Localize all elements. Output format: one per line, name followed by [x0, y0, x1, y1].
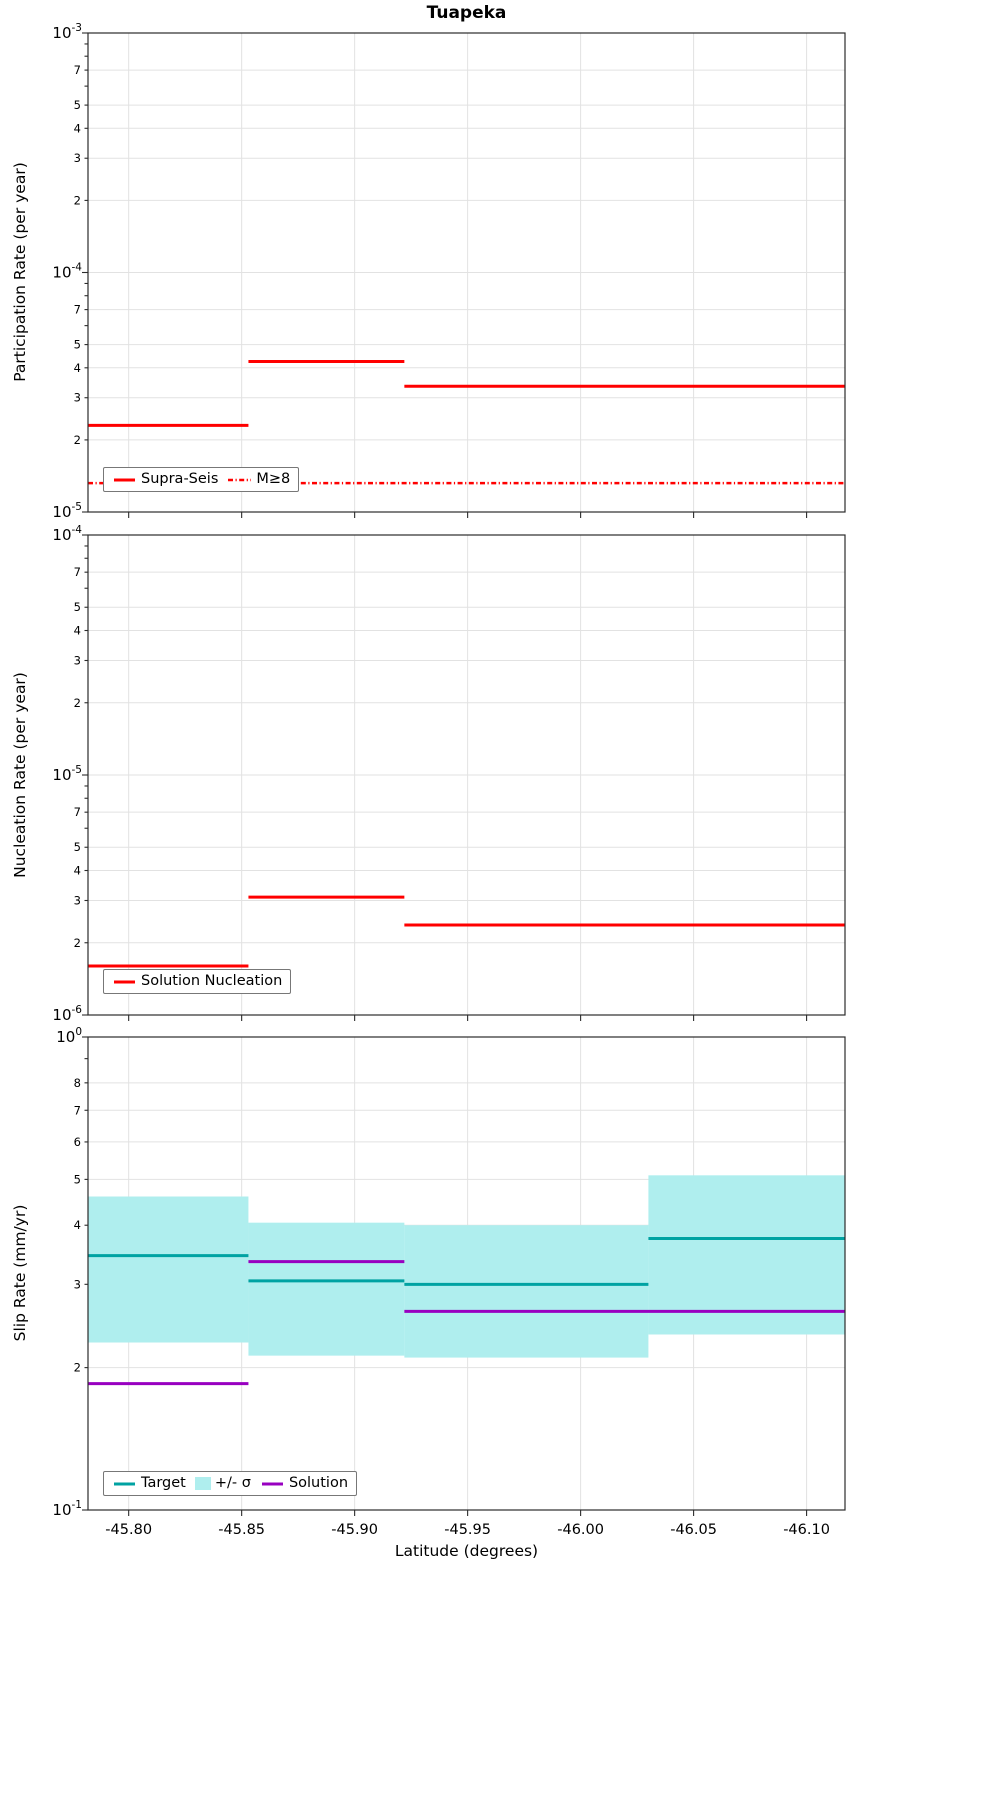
y-minor-tick-label: 7 [74, 303, 81, 317]
legend-item-m8: M≥8 [227, 471, 290, 488]
y-minor-tick-label: 7 [74, 63, 81, 77]
y-minor-tick-label: 5 [74, 98, 81, 112]
x-tick-label: -46.00 [557, 1522, 604, 1538]
y-minor-tick-label: 8 [74, 1076, 81, 1090]
ylabel-participation: Participation Rate (per year) [11, 162, 29, 382]
legend-item-solution-nucleation: Solution Nucleation [112, 973, 282, 990]
y-minor-tick-label: 3 [74, 1277, 81, 1291]
y-major-tick-label: 10-5 [52, 501, 82, 521]
band-segment [88, 1196, 249, 1343]
y-minor-tick-label: 5 [74, 338, 81, 352]
axes-spine [87, 1036, 846, 1511]
legend-slip: Target +/- σ Solution [103, 1471, 358, 1496]
y-minor-tick-label: 2 [74, 193, 81, 207]
y-major-tick-label: 10-6 [52, 1004, 82, 1024]
y-minor-tick-label: 6 [74, 1135, 81, 1149]
legend-label: M≥8 [256, 471, 291, 487]
panel-nucleation: 10-6 2 3 4 5 7 10-5 2 3 4 5 7 10-4 [52, 524, 846, 1024]
solid-line-swatch-icon [261, 1482, 283, 1485]
legend-item-sigma-band: +/- σ [194, 1475, 251, 1492]
figure-title: Tuapeka [426, 3, 507, 23]
solid-line-swatch-icon [114, 980, 135, 983]
solid-line-swatch-icon [114, 478, 135, 481]
y-minor-tick-label: 7 [74, 805, 81, 819]
y-minor-tick-label: 2 [74, 696, 81, 710]
solid-line-swatch-icon [114, 1482, 135, 1485]
y-major-tick-label: 10-4 [52, 262, 82, 282]
y-minor-tick-label: 4 [74, 121, 81, 135]
legend-label: Solution Nucleation [141, 973, 283, 989]
y-minor-tick-label: 7 [74, 565, 81, 579]
legend-label: +/- σ [214, 1475, 251, 1491]
y-minor-tick-label: 3 [74, 151, 81, 165]
y-major-tick-label: 10-3 [52, 22, 82, 42]
y-minor-tick-label: 5 [74, 840, 81, 854]
x-tick-label: -45.90 [331, 1522, 378, 1538]
y-minor-tick-label: 7 [74, 1103, 81, 1117]
y-minor-tick-label: 2 [74, 936, 81, 950]
y-major-tick-label: 10-4 [52, 524, 82, 544]
ylabel-slip: Slip Rate (mm/yr) [11, 1204, 29, 1342]
legend-label: Supra-Seis [141, 471, 219, 487]
y-minor-tick-label: 5 [74, 600, 81, 614]
y-minor-tick-label: 2 [74, 1361, 81, 1375]
xlabel: Latitude (degrees) [394, 1542, 539, 1560]
x-tick-label: -45.85 [218, 1522, 265, 1538]
legend-item-solution: Solution [260, 1475, 348, 1492]
y-minor-tick-label: 4 [74, 864, 81, 878]
y-minor-tick-label: 3 [74, 653, 81, 667]
y-minor-tick-label: 3 [74, 893, 81, 907]
y-minor-tick-label: 5 [74, 1172, 81, 1186]
panel-slip: 10-1 2 3 4 5 6 7 8 100 -45.80 -45.85 -45.90 -45.95 -4… [52, 1026, 846, 1538]
x-tick-label: -45.95 [444, 1522, 491, 1538]
x-tick-label: -46.10 [783, 1522, 830, 1538]
y-major-tick-label: 10-5 [52, 764, 82, 784]
legend-item-target: Target [112, 1475, 186, 1492]
legend-label: Solution [288, 1475, 349, 1491]
band-segment [648, 1175, 845, 1335]
y-minor-tick-label: 3 [74, 391, 81, 405]
dashdot-line-swatch-icon [228, 478, 252, 481]
band-segment [248, 1222, 405, 1356]
x-tick-label: -45.80 [105, 1522, 152, 1538]
y-minor-tick-label: 4 [74, 361, 81, 375]
legend-item-supra-seis: Supra-Seis [112, 471, 218, 488]
y-minor-tick-label: 4 [74, 624, 81, 638]
swatch-patch [194, 1477, 211, 1490]
legend-nucleation: Solution Nucleation [103, 969, 292, 994]
band-patch-swatch-icon [194, 1477, 211, 1490]
band-segment [404, 1225, 649, 1358]
y-major-tick-label: 10-1 [52, 1499, 82, 1519]
panel-participation: 10-5 2 3 4 5 7 10-4 2 3 4 5 7 10-3 [52, 22, 846, 521]
x-tick-label: -46.05 [670, 1522, 717, 1538]
y-major-tick-label: 100 [56, 1026, 82, 1046]
legend-label: Target [141, 1475, 186, 1491]
ylabel-nucleation: Nucleation Rate (per year) [11, 672, 29, 878]
y-minor-tick-label: 2 [74, 433, 81, 447]
legend-participation: Supra-Seis M≥8 [103, 467, 300, 492]
y-minor-tick-label: 4 [74, 1218, 81, 1232]
